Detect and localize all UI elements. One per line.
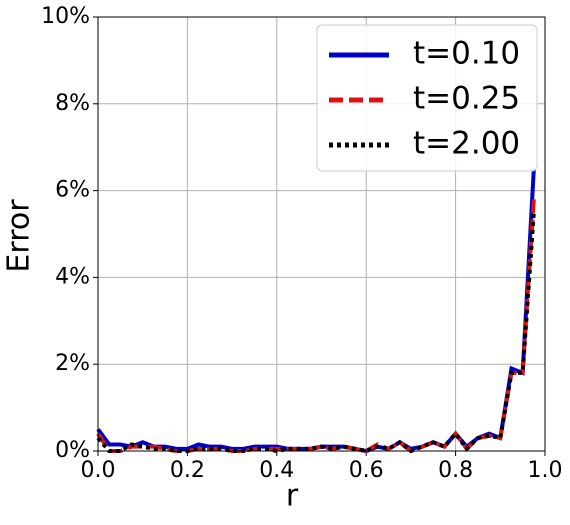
series-line	[96, 212, 536, 454]
y-tick-label: 2%	[55, 351, 90, 376]
x-tick-label: 0.6	[349, 458, 384, 483]
x-tick-label: 0.2	[170, 458, 205, 483]
y-tick-label: 0%	[55, 438, 90, 463]
x-axis-label: r	[286, 479, 299, 514]
legend-box	[316, 24, 538, 172]
x-tick-label: 0.8	[438, 458, 473, 483]
legend-label: t=2.00	[413, 126, 520, 162]
legend-label: t=0.25	[413, 81, 520, 117]
y-tick-label: 8%	[55, 91, 90, 116]
y-tick-label: 4%	[55, 264, 90, 289]
series-line	[96, 168, 536, 454]
y-tick-label: 10%	[41, 4, 90, 29]
y-tick-label: 6%	[55, 178, 90, 203]
x-tick-label: 0.0	[81, 458, 116, 483]
plot-frame	[97, 16, 546, 452]
legend-label: t=0.10	[413, 36, 520, 72]
x-tick-label: 1.0	[528, 458, 563, 483]
series-line	[96, 199, 536, 454]
x-tick-label: 0.4	[259, 458, 294, 483]
y-axis-label: Error	[2, 199, 37, 273]
